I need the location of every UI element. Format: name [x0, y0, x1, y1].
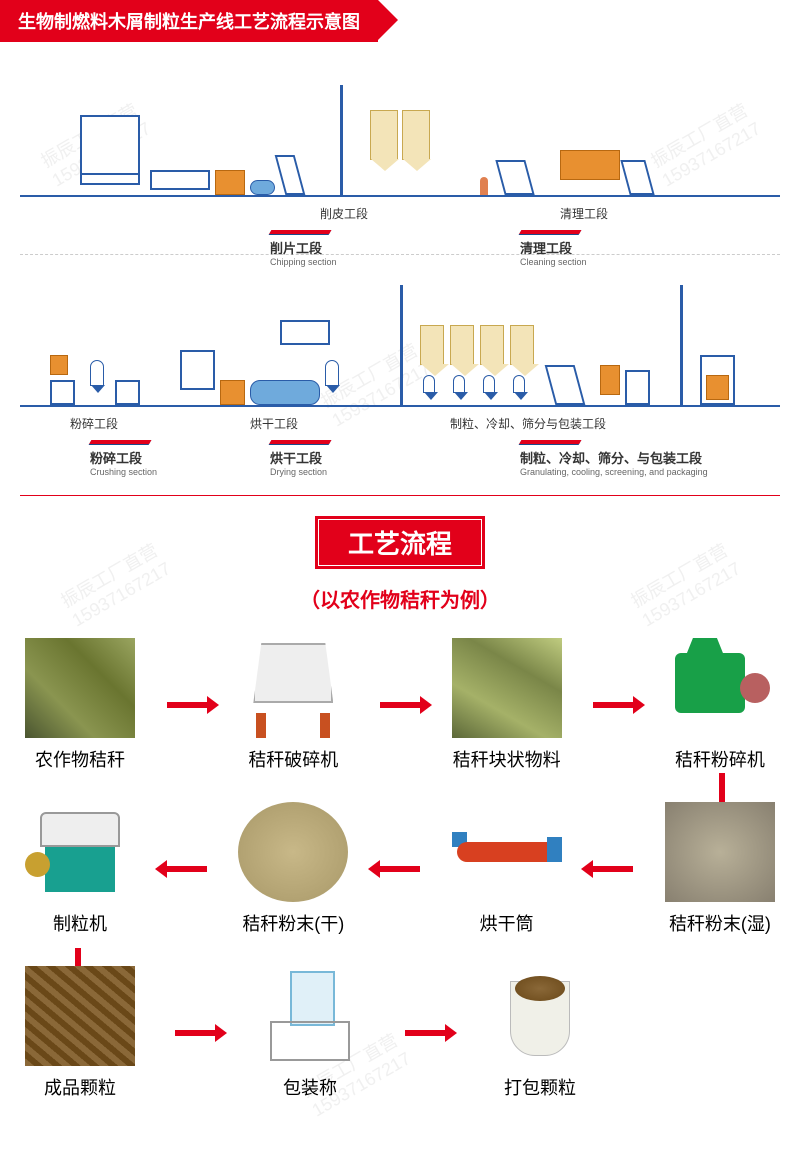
flow-row-1: 农作物秸秆 秸秆破碎机 秸秆块状物料 秸秆粉碎机 — [20, 638, 780, 772]
process-title-badge: 工艺流程 — [315, 516, 485, 569]
step-powder-dry: 秸秆粉末(干) — [233, 802, 353, 936]
arrow-left-icon — [380, 866, 420, 872]
lower-caption-b: 烘干工段 — [250, 415, 298, 432]
lower-caption-a: 粉碎工段 — [70, 415, 118, 432]
divider — [20, 495, 780, 496]
step-pellet-machine: 制粒机 — [20, 802, 140, 936]
upper-caption-a: 削皮工段 — [320, 205, 368, 222]
step-bag: 打包颗粒 — [480, 966, 600, 1100]
arrow-right-icon — [593, 702, 633, 708]
arrow-left-icon — [593, 866, 633, 872]
schematic-lower: 粉碎工段 烘干工段 制粒、冷却、筛分与包装工段 粉碎工段Crushing sec… — [20, 265, 780, 465]
step-crusher: 秸秆粉碎机 — [660, 638, 780, 772]
page-title-banner: 生物制燃料木屑制粒生产线工艺流程示意图 — [0, 0, 378, 42]
lower-caption-c: 制粒、冷却、筛分与包装工段 — [450, 415, 606, 432]
upper-caption-b: 清理工段 — [560, 205, 608, 222]
flow-row-2: 制粒机 秸秆粉末(干) 烘干筒 秸秆粉末(湿) — [20, 802, 780, 936]
step-breaker: 秸秆破碎机 — [233, 638, 353, 772]
step-straw: 农作物秸秆 — [20, 638, 140, 772]
step-scale: 包装称 — [250, 966, 370, 1100]
step-pellets: 成品颗粒 — [20, 966, 140, 1100]
schematic-upper: 削皮工段 清理工段 削片工段Chipping section 清理工段Clean… — [20, 55, 780, 255]
arrow-right-icon — [175, 1030, 215, 1036]
banner-wrap: 生物制燃料木屑制粒生产线工艺流程示意图 — [0, 0, 800, 40]
section-label-drying: 烘干工段Drying section — [270, 440, 330, 477]
step-dryer: 烘干筒 — [447, 802, 567, 936]
arrow-right-icon — [405, 1030, 445, 1036]
arrow-right-icon — [167, 702, 207, 708]
process-flow: 农作物秸秆 秸秆破碎机 秸秆块状物料 秸秆粉碎机 制粒机 秸秆粉末(干) — [0, 638, 800, 1160]
arrow-left-icon — [167, 866, 207, 872]
section-label-packaging: 制粒、冷却、筛分、与包装工段Granulating, cooling, scre… — [520, 440, 708, 477]
flow-row-3: 成品颗粒 包装称 打包颗粒 — [20, 966, 780, 1100]
step-powder-wet: 秸秆粉末(湿) — [660, 802, 780, 936]
section-label-chipping: 削片工段Chipping section — [270, 230, 337, 267]
step-chunks: 秸秆块状物料 — [447, 638, 567, 772]
process-subtitle: （以农作物秸秆为例） — [0, 584, 800, 613]
section-label-cleaning: 清理工段Cleaning section — [520, 230, 587, 267]
section-label-crushing: 粉碎工段Crushing section — [90, 440, 157, 477]
arrow-right-icon — [380, 702, 420, 708]
